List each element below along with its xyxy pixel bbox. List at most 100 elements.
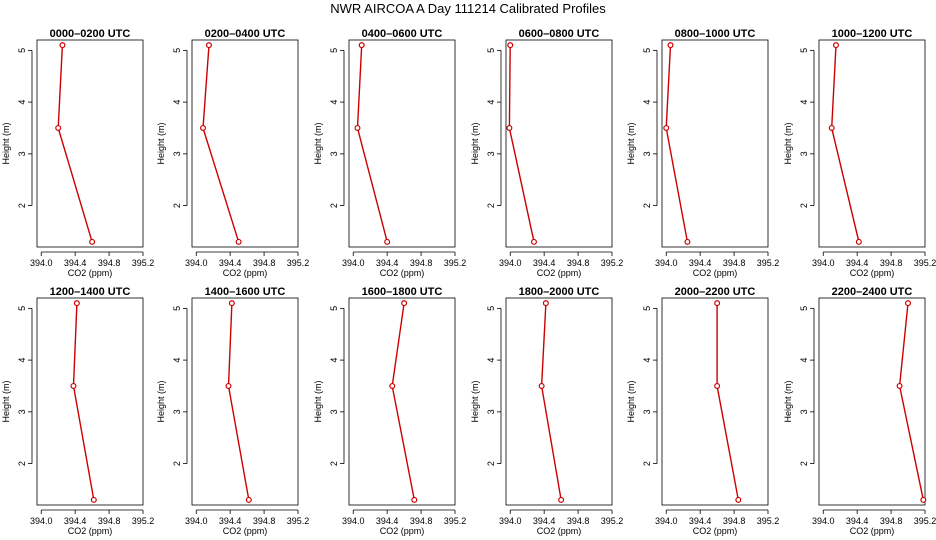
data-point bbox=[228, 300, 235, 307]
y-tick-label: 2 bbox=[486, 461, 496, 466]
data-point bbox=[389, 382, 396, 389]
data-point bbox=[896, 382, 903, 389]
profile-line bbox=[72, 303, 95, 500]
panel-title: 0600–0800 UTC bbox=[519, 28, 600, 40]
panel-title: 1800–2000 UTC bbox=[519, 286, 600, 298]
y-tick-label: 3 bbox=[329, 151, 339, 156]
panel-title: 1000–1200 UTC bbox=[832, 28, 913, 40]
y-tick-label: 3 bbox=[172, 151, 182, 156]
x-tick-label: 394.4 bbox=[64, 516, 87, 526]
x-tick-label: 394.4 bbox=[846, 258, 869, 268]
x-axis-label: CO2 (ppm) bbox=[380, 526, 425, 536]
x-tick-label: 394.8 bbox=[98, 516, 121, 526]
profile-panel: 2200–2400 UTC 394.0 394.4 394.8 395.2 CO2 (pp… bbox=[783, 286, 936, 536]
y-axis-label: Height (m) bbox=[783, 380, 793, 422]
x-tick-label: 395.2 bbox=[601, 258, 624, 268]
y-tick-label: 2 bbox=[172, 461, 182, 466]
y-tick-label: 2 bbox=[642, 461, 652, 466]
x-tick-label: 395.2 bbox=[444, 258, 467, 268]
y-tick-label: 3 bbox=[172, 409, 182, 414]
plot-frame bbox=[818, 297, 926, 506]
y-tick-label: 5 bbox=[642, 48, 652, 53]
x-tick-label: 394.4 bbox=[533, 258, 556, 268]
x-tick-label: 394.4 bbox=[689, 258, 712, 268]
figure-title: NWR AIRCOA A Day 111214 Calibrated Profi… bbox=[330, 1, 606, 16]
x-tick-label: 394.4 bbox=[846, 516, 869, 526]
data-point bbox=[542, 300, 549, 307]
y-tick-label: 5 bbox=[642, 306, 652, 311]
x-tick-label: 394.4 bbox=[376, 516, 399, 526]
y-tick-label: 4 bbox=[799, 358, 809, 363]
panel-title: 1200–1400 UTC bbox=[50, 286, 131, 298]
data-point bbox=[667, 42, 674, 49]
y-tick-label: 3 bbox=[799, 409, 809, 414]
plot-frame bbox=[505, 39, 613, 248]
x-axis-label: CO2 (ppm) bbox=[68, 268, 113, 278]
plot-frame bbox=[661, 297, 769, 506]
data-point bbox=[832, 42, 839, 49]
profile-panel: 0800–1000 UTC 394.0 394.4 394.8 395.2 CO2 (pp… bbox=[626, 28, 779, 278]
panel-title: 1600–1800 UTC bbox=[362, 286, 443, 298]
x-tick-label: 394.4 bbox=[533, 516, 556, 526]
y-tick-label: 2 bbox=[17, 461, 27, 466]
x-tick-label: 395.2 bbox=[132, 516, 155, 526]
data-point bbox=[530, 238, 537, 245]
y-axis-label: Height (m) bbox=[1, 122, 11, 164]
y-axis-label: Height (m) bbox=[156, 380, 166, 422]
y-tick-label: 3 bbox=[642, 409, 652, 414]
y-axis-label: Height (m) bbox=[626, 122, 636, 164]
y-axis-label: Height (m) bbox=[1, 380, 11, 422]
x-axis-label: CO2 (ppm) bbox=[693, 526, 738, 536]
panel-title: 0000–0200 UTC bbox=[50, 28, 131, 40]
x-tick-label: 395.2 bbox=[914, 516, 936, 526]
x-tick-label: 395.2 bbox=[287, 258, 310, 268]
data-point bbox=[354, 124, 361, 131]
y-tick-label: 5 bbox=[17, 306, 27, 311]
data-point bbox=[411, 496, 418, 503]
y-tick-label: 4 bbox=[486, 100, 496, 105]
y-tick-label: 4 bbox=[329, 358, 339, 363]
y-tick-label: 4 bbox=[329, 100, 339, 105]
data-point bbox=[714, 300, 721, 307]
y-tick-label: 2 bbox=[799, 461, 809, 466]
y-tick-label: 5 bbox=[486, 48, 496, 53]
x-tick-label: 394.4 bbox=[64, 258, 87, 268]
x-tick-label: 394.0 bbox=[812, 258, 835, 268]
data-point bbox=[905, 300, 912, 307]
x-axis-label: CO2 (ppm) bbox=[68, 526, 113, 536]
data-point bbox=[735, 496, 742, 503]
x-tick-label: 394.8 bbox=[253, 516, 276, 526]
y-tick-label: 5 bbox=[329, 48, 339, 53]
data-point bbox=[245, 496, 252, 503]
data-point bbox=[89, 238, 96, 245]
y-tick-label: 5 bbox=[799, 306, 809, 311]
plot-frame bbox=[505, 297, 613, 506]
x-tick-label: 395.2 bbox=[601, 516, 624, 526]
data-point bbox=[384, 238, 391, 245]
y-tick-label: 5 bbox=[172, 48, 182, 53]
data-point bbox=[920, 496, 927, 503]
profile-line bbox=[57, 45, 93, 242]
x-tick-label: 394.0 bbox=[655, 516, 678, 526]
data-point bbox=[200, 124, 207, 131]
y-tick-label: 3 bbox=[17, 409, 27, 414]
x-axis-label: CO2 (ppm) bbox=[223, 526, 268, 536]
data-point bbox=[538, 382, 545, 389]
y-tick-label: 4 bbox=[172, 100, 182, 105]
panel-title: 2200–2400 UTC bbox=[832, 286, 913, 298]
x-tick-label: 395.2 bbox=[132, 258, 155, 268]
panels-grid: 0000–0200 UTC 394.0 394.4 394.8 395.2 CO2 (pp… bbox=[1, 28, 936, 536]
profile-line bbox=[665, 45, 689, 242]
x-tick-label: 394.0 bbox=[655, 258, 678, 268]
data-point bbox=[507, 42, 514, 49]
profile-panel: 0000–0200 UTC 394.0 394.4 394.8 395.2 CO2 (pp… bbox=[1, 28, 154, 278]
data-point bbox=[401, 300, 408, 307]
y-tick-label: 3 bbox=[329, 409, 339, 414]
x-tick-label: 395.2 bbox=[287, 516, 310, 526]
x-axis-label: CO2 (ppm) bbox=[380, 268, 425, 278]
x-tick-label: 394.8 bbox=[880, 258, 903, 268]
data-point bbox=[55, 124, 62, 131]
data-point bbox=[73, 300, 80, 307]
profile-line bbox=[540, 303, 562, 500]
x-axis-label: CO2 (ppm) bbox=[850, 268, 895, 278]
